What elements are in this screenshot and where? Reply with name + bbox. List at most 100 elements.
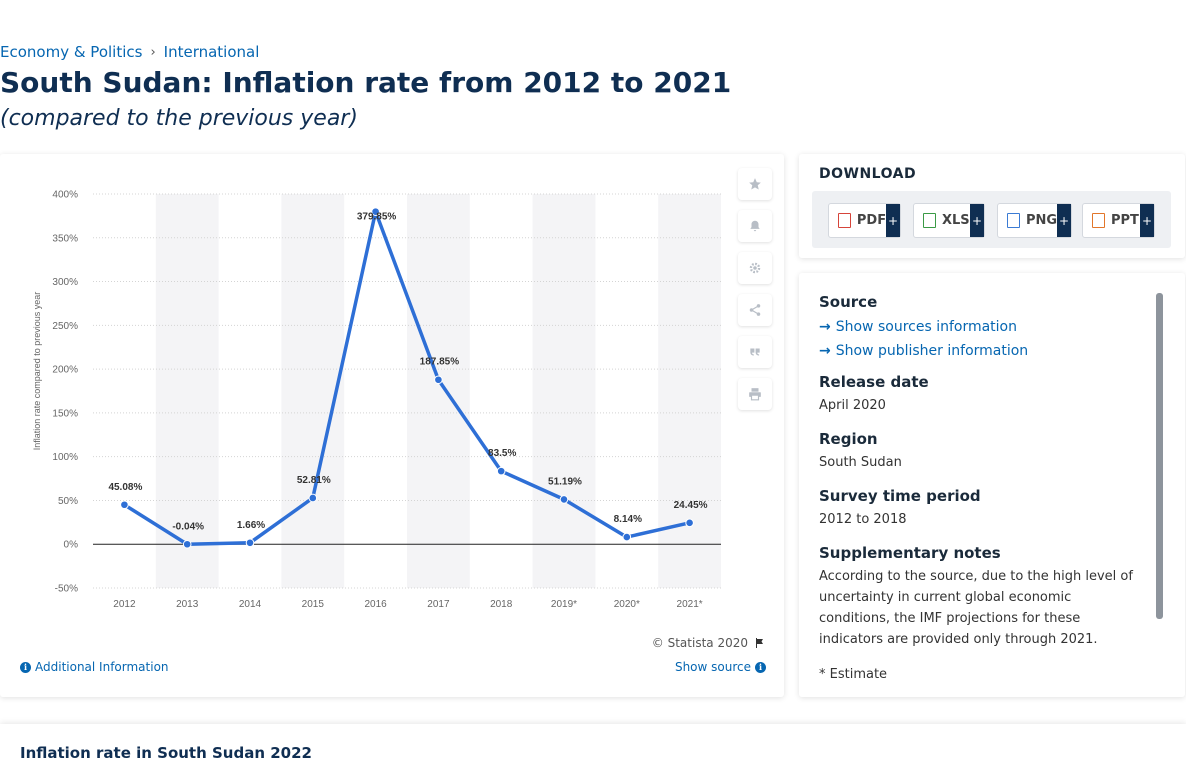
breadcrumb-separator: ›	[150, 44, 156, 60]
x-tick-label: 2020*	[614, 599, 640, 610]
data-label: 24.45%	[674, 500, 708, 511]
show-sources-link[interactable]: → Show sources information	[819, 315, 1144, 339]
show-source-label: Show source	[674, 660, 751, 674]
y-tick-label: 150%	[52, 408, 78, 419]
x-tick-label: 2015	[302, 599, 325, 610]
xls-plus[interactable]: +	[970, 204, 984, 237]
bell-icon	[750, 220, 760, 232]
category-band	[281, 194, 345, 588]
data-label: 52.81%	[297, 475, 331, 486]
info-content[interactable]: Source → Show sources information → Show p…	[819, 293, 1144, 683]
star-icon	[749, 178, 761, 190]
chart-card: -50% 0% 50% 100% 150% 200% 250% 300% 350% 400% 201…	[0, 154, 784, 697]
pdf-plus[interactable]: +	[886, 204, 900, 237]
data-point	[622, 532, 632, 542]
data-label: 379.85%	[357, 212, 397, 223]
download-card: DOWNLOAD PDF + XLS + PNG + PPT +	[799, 154, 1185, 258]
related-statistic-card: Inflation rate in South Sudan 2022	[0, 724, 1186, 760]
data-point	[245, 538, 255, 548]
print-button[interactable]	[738, 378, 772, 410]
category-band	[407, 194, 470, 588]
data-label: 51.19%	[548, 476, 582, 487]
data-point	[559, 495, 569, 504]
y-tick-label: 100%	[52, 452, 78, 463]
notification-bell-button[interactable]	[738, 210, 772, 242]
data-point	[685, 518, 694, 528]
data-label: 45.08%	[108, 482, 142, 493]
chart-toolbar	[738, 168, 772, 410]
category-band	[532, 194, 596, 588]
y-tick-label: -50%	[55, 584, 78, 595]
x-tick-label: 2013	[176, 599, 199, 610]
xls-file-icon	[923, 213, 936, 228]
inflation-series-line	[122, 209, 692, 547]
estimate-note: * Estimate	[819, 667, 888, 682]
x-tick-label: 2021*	[677, 599, 703, 610]
show-publisher-label: Show publisher information	[835, 343, 1029, 359]
gear-icon	[749, 262, 761, 274]
data-label: 83.5%	[488, 448, 516, 459]
release-date-heading: Release date	[819, 373, 929, 391]
png-file-icon	[1007, 213, 1020, 228]
download-png-button[interactable]: PNG +	[997, 203, 1072, 238]
data-label: 8.14%	[614, 514, 642, 525]
additional-information-link[interactable]: i Additional Information	[20, 660, 169, 674]
y-tick-label: 300%	[52, 277, 78, 288]
data-label: 1.66%	[237, 520, 265, 531]
copyright-text: © Statista 2020	[651, 636, 748, 650]
x-tick-label: 2018	[490, 599, 513, 610]
ppt-plus[interactable]: +	[1140, 204, 1154, 237]
data-point	[496, 466, 506, 476]
info-icon: i	[755, 661, 766, 673]
y-tick-label: 250%	[52, 321, 78, 332]
arrow-right-icon: →	[819, 343, 831, 359]
png-plus[interactable]: +	[1057, 204, 1071, 237]
data-point	[120, 500, 129, 510]
scrollbar-thumb[interactable]	[1156, 293, 1163, 619]
info-scrollbar[interactable]	[1156, 293, 1163, 619]
y-tick-label: 200%	[52, 365, 78, 376]
related-statistic-title[interactable]: Inflation rate in South Sudan 2022	[20, 744, 312, 760]
data-label: -0.04%	[172, 521, 204, 532]
printer-icon	[749, 388, 761, 401]
settings-button[interactable]	[738, 252, 772, 284]
survey-period-value: 2012 to 2018	[819, 512, 907, 527]
statista-copyright: © Statista 2020	[652, 636, 766, 650]
y-tick-label: 50%	[58, 496, 78, 507]
favorite-star-button[interactable]	[738, 168, 772, 200]
inflation-line-chart: -50% 0% 50% 100% 150% 200% 250% 300% 350% 400% 201…	[32, 190, 721, 610]
ppt-file-icon	[1092, 213, 1105, 228]
source-heading: Source	[819, 293, 878, 311]
download-ppt-button[interactable]: PPT +	[1082, 203, 1155, 238]
quote-icon	[750, 348, 760, 356]
png-label: PNG	[1025, 213, 1058, 228]
info-icon: i	[20, 661, 31, 673]
cite-button[interactable]	[738, 336, 772, 368]
breadcrumb-economy-politics[interactable]: Economy & Politics	[0, 43, 143, 61]
show-publisher-link[interactable]: → Show publisher information	[819, 339, 1144, 363]
share-button[interactable]	[738, 294, 772, 326]
supplementary-value: According to the source, due to the high…	[819, 569, 1133, 647]
pdf-file-icon	[838, 213, 851, 228]
pdf-label: PDF	[856, 213, 887, 228]
x-tick-label: 2012	[113, 599, 136, 610]
xls-label: XLS	[942, 213, 970, 228]
breadcrumb: Economy & Politics › International	[0, 43, 259, 61]
show-source-link[interactable]: Show source i	[675, 660, 766, 674]
y-tick-label: 350%	[52, 233, 78, 244]
additional-information-label: Additional Information	[35, 660, 169, 674]
x-tick-label: 2014	[239, 599, 262, 610]
survey-period-heading: Survey time period	[819, 487, 981, 505]
flag-icon[interactable]	[754, 637, 766, 649]
region-heading: Region	[819, 430, 878, 448]
download-pdf-button[interactable]: PDF +	[828, 203, 901, 238]
data-point	[371, 207, 380, 216]
data-point	[308, 493, 318, 503]
download-xls-button[interactable]: XLS +	[913, 203, 985, 238]
x-tick-label: 2019*	[551, 599, 577, 610]
x-tick-label: 2016	[364, 599, 387, 610]
y-tick-label: 0%	[64, 540, 79, 551]
breadcrumb-international[interactable]: International	[163, 43, 260, 61]
arrow-right-icon: →	[819, 319, 831, 335]
data-point	[434, 375, 443, 385]
